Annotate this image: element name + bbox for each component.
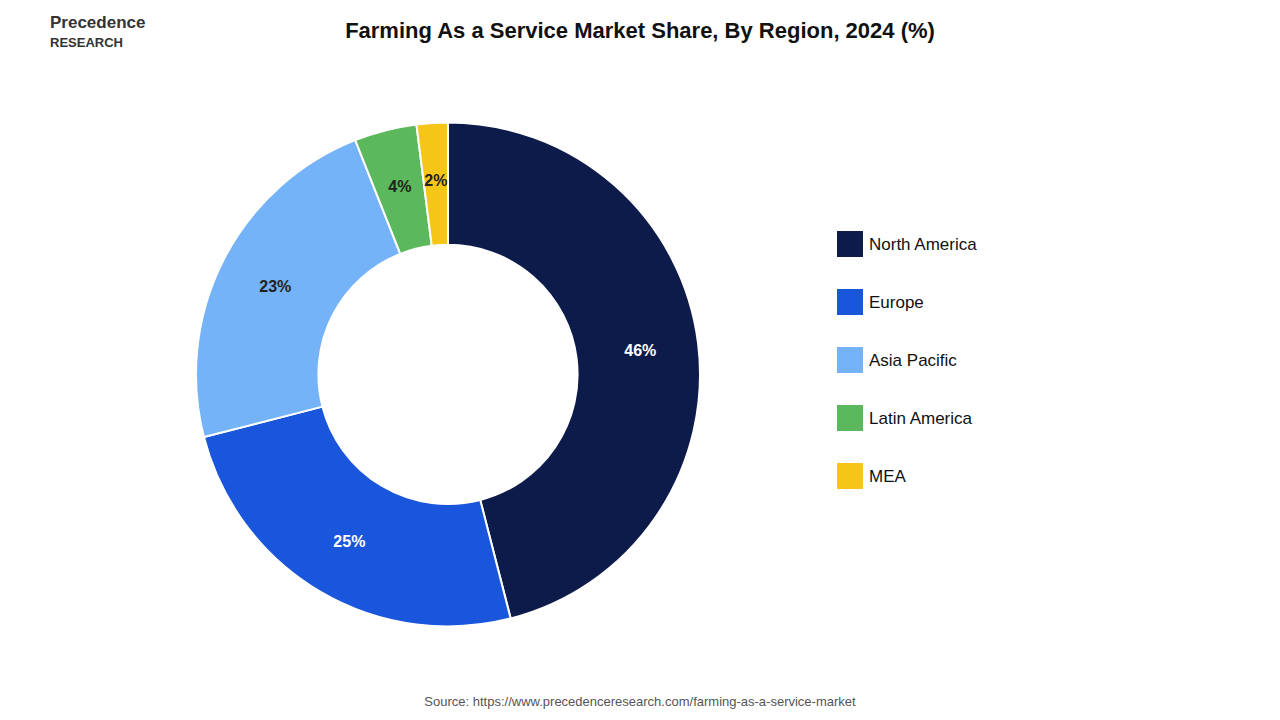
svg-text:23%: 23% bbox=[259, 278, 291, 295]
svg-text:Farming As a Service Market Sh: Farming As a Service Market Share, By Re… bbox=[345, 18, 935, 43]
svg-text:Precedence: Precedence bbox=[50, 13, 145, 32]
svg-text:25%: 25% bbox=[333, 533, 365, 550]
svg-text:MEA: MEA bbox=[869, 467, 907, 486]
svg-text:46%: 46% bbox=[624, 342, 656, 359]
svg-text:4%: 4% bbox=[388, 178, 411, 195]
svg-text:Europe: Europe bbox=[869, 293, 924, 312]
svg-text:Source: https://www.precedence: Source: https://www.precedenceresearch.c… bbox=[424, 694, 856, 709]
svg-text:2%: 2% bbox=[424, 172, 447, 189]
svg-text:Latin America: Latin America bbox=[869, 409, 973, 428]
svg-text:Asia Pacific: Asia Pacific bbox=[869, 351, 957, 370]
svg-text:RESEARCH: RESEARCH bbox=[50, 35, 123, 50]
svg-text:North America: North America bbox=[869, 235, 977, 254]
